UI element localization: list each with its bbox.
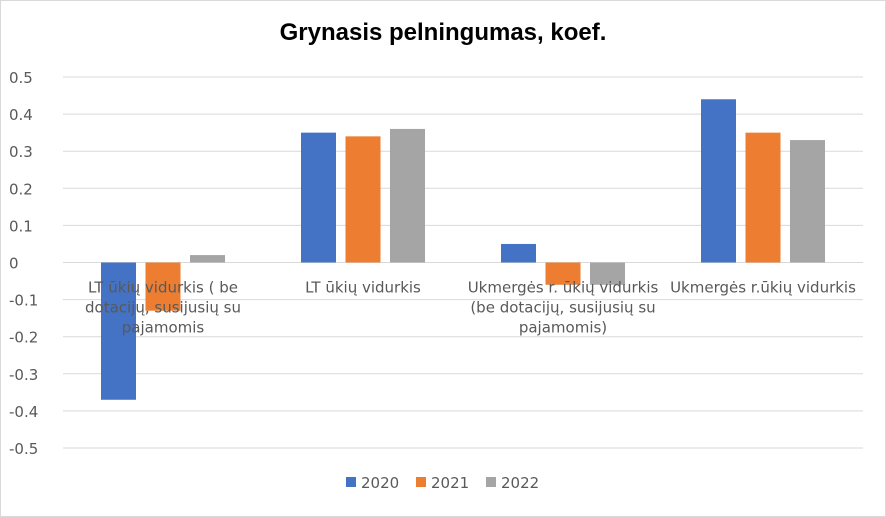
y-tick-label: 0.5 [9, 69, 33, 87]
legend-swatch-2022 [486, 477, 496, 487]
y-tick-label: 0.4 [9, 106, 33, 124]
y-tick-label: -0.5 [9, 440, 38, 458]
legend-label-2021: 2021 [431, 474, 469, 492]
x-tick-label: LT ūkių vidurkis ( be dotacijų, susijusių… [85, 279, 241, 337]
bar-2022 [790, 140, 825, 263]
y-tick-label: -0.4 [9, 403, 38, 421]
bar-2021 [145, 262, 181, 311]
y-tick-label: 0.3 [9, 143, 33, 161]
x-tick-label: Ukmergės r.ūkių vidurkis [670, 279, 856, 297]
bar-2020 [501, 243, 536, 263]
chart-title: Grynasis pelningumas, koef. [279, 19, 607, 46]
legend-swatch-2020 [346, 477, 356, 487]
x-tick-label: Ukmergės r. ūkių vidurkis (be dotacijų, s… [468, 279, 659, 337]
y-tick-label: -0.2 [9, 329, 38, 347]
legend-swatch-2021 [416, 477, 426, 487]
y-tick-label: -0.3 [9, 366, 38, 384]
bar-2020 [301, 132, 336, 263]
x-tick-label: LT ūkių vidurkis [305, 279, 421, 297]
bar-2020 [701, 99, 736, 263]
bar-2022 [390, 128, 425, 263]
y-tick-label: 0.2 [9, 180, 33, 198]
bar-2022 [590, 262, 625, 285]
y-tick-label: 0 [9, 255, 19, 273]
bar-2022 [190, 255, 225, 263]
y-tick-label: -0.1 [9, 292, 38, 310]
legend-label-2020: 2020 [361, 474, 399, 492]
bar-2021 [745, 132, 781, 263]
bar-2020 [101, 262, 136, 400]
bar-2021 [545, 262, 581, 285]
y-tick-label: 0.1 [9, 217, 33, 235]
bar-2021 [345, 136, 381, 263]
legend-label-2022: 2022 [501, 474, 539, 492]
